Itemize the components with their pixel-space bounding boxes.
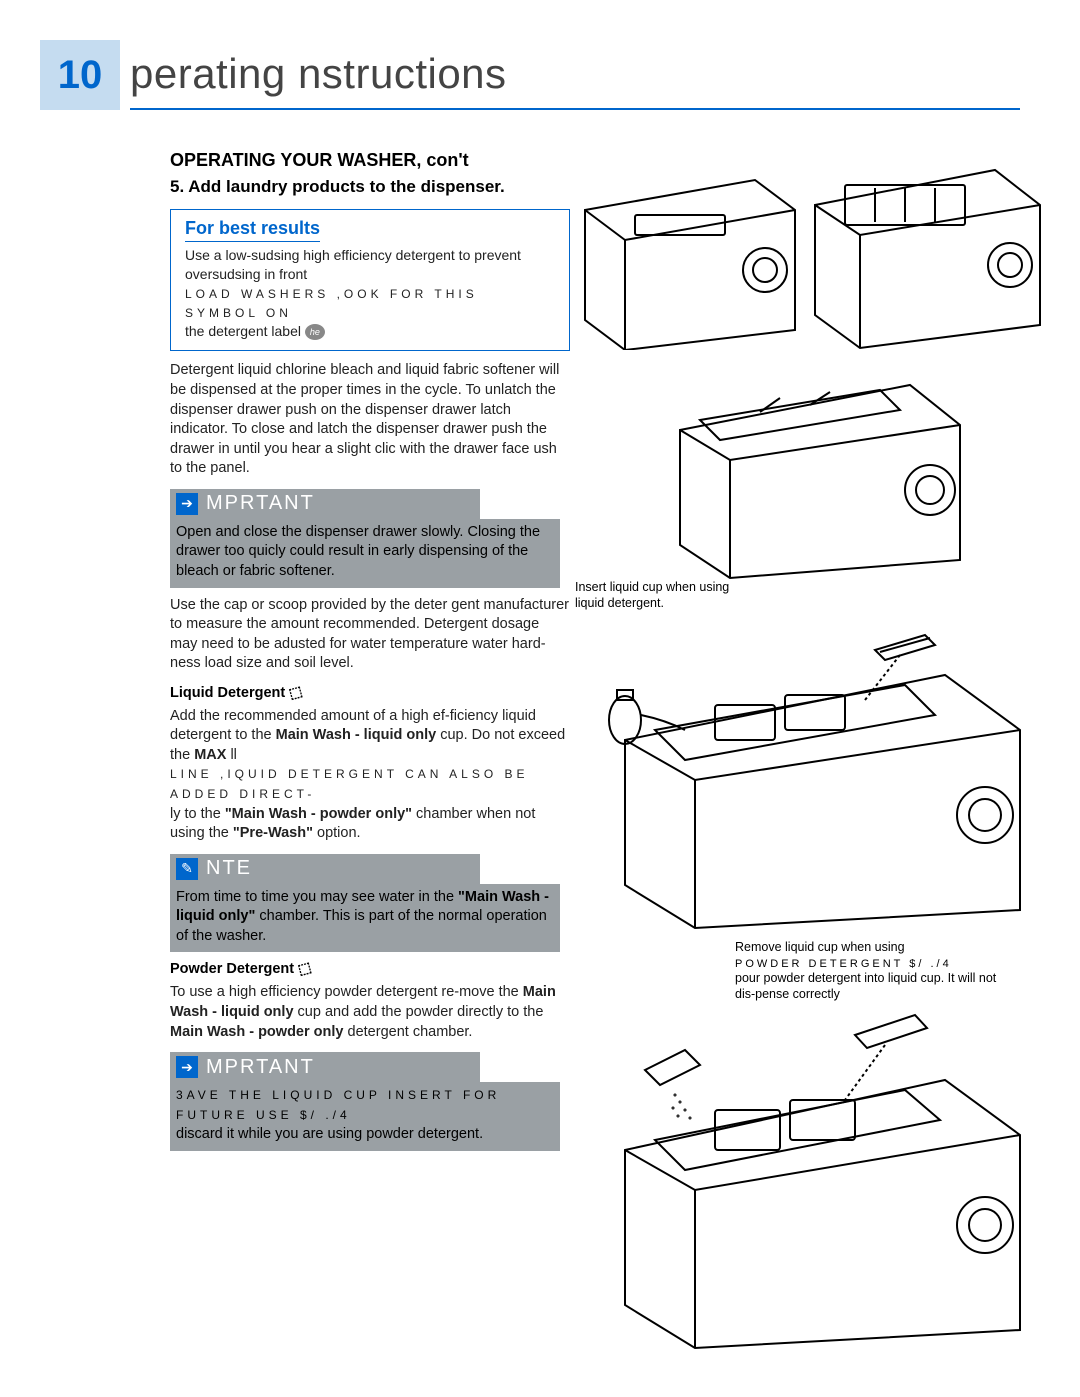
- page-number-box: 10: [40, 40, 120, 110]
- he-icon: he: [305, 324, 325, 340]
- tip-box: For best results Use a low-sudsing high …: [170, 209, 570, 351]
- important-bar: ➔ MPRTANT: [170, 1052, 480, 1082]
- text-column: OPERATING YOUR WASHER, con't 5. Add laun…: [170, 150, 570, 1159]
- cup-icon: ⬚: [296, 959, 313, 979]
- caption-powder: Remove liquid cup when using POWDER DETE…: [735, 940, 1015, 1003]
- arrow-icon: ➔: [176, 1056, 198, 1078]
- important-text: 3AVE THE LIQUID CUP INSERT FOR FUTURE US…: [170, 1082, 560, 1151]
- liquid-paragraph: Add the recommended amount of a high ef-…: [170, 707, 570, 844]
- important-text: Open and close the dispenser drawer slow…: [170, 519, 560, 588]
- washer-diagram-open-top: [805, 150, 1045, 350]
- cup-icon: ⬚: [287, 682, 304, 702]
- heading-text: Powder Detergent: [170, 961, 294, 977]
- tip-line-spaced: LOAD WASHERS ,OOK FOR THIS SYMBOL ON: [185, 287, 478, 320]
- note-text: From time to time you may see water in t…: [170, 884, 560, 953]
- caption-liquid: Insert liquid cup when using liquid dete…: [575, 580, 755, 611]
- note-label: NTE: [206, 857, 252, 880]
- important-bar: ➔ MPRTANT: [170, 489, 480, 519]
- important-label: MPRTANT: [206, 1056, 315, 1079]
- section-heading: OPERATING YOUR WASHER, con't: [170, 150, 570, 171]
- tip-text: Use a low-sudsing high efficiency deterg…: [185, 246, 555, 340]
- washer-diagram-closed: [575, 160, 805, 350]
- heading-text: Liquid Detergent: [170, 685, 285, 701]
- page-number: 10: [58, 53, 103, 98]
- note-bar: ✎ NTE: [170, 854, 480, 884]
- note-icon: ✎: [176, 858, 198, 880]
- washer-diagram-powder: [565, 1010, 1035, 1350]
- page-title: perating nstructions: [130, 50, 507, 98]
- paragraph: Detergent liquid chlorine bleach and liq…: [170, 361, 570, 478]
- tip-line: Use a low-sudsing high efficiency deterg…: [185, 247, 521, 282]
- spaced-line: 3AVE THE LIQUID CUP INSERT FOR FUTURE US…: [176, 1088, 500, 1122]
- title-row: perating nstructions: [130, 40, 1020, 110]
- powder-paragraph: To use a high efficiency powder detergen…: [170, 983, 570, 1042]
- tip-line: the detergent label: [185, 323, 305, 339]
- tip-title: For best results: [185, 218, 320, 242]
- washer-diagram-liquid-cup: [565, 620, 1035, 930]
- arrow-icon: ➔: [176, 493, 198, 515]
- washer-diagram-drawer: [650, 360, 970, 580]
- paragraph: Use the cap or scoop provided by the det…: [170, 596, 570, 674]
- subsection-heading: 5. Add laundry products to the dispenser…: [170, 177, 570, 197]
- important-label: MPRTANT: [206, 492, 315, 515]
- spaced-line: LINE ,IQUID DETERGENT CAN ALSO BE ADDED …: [170, 767, 529, 801]
- liquid-heading: Liquid Detergent ⬚: [170, 684, 570, 701]
- page: 10 perating nstructions OPERATING YOUR W…: [0, 0, 1080, 1397]
- powder-heading: Powder Detergent ⬚: [170, 960, 570, 977]
